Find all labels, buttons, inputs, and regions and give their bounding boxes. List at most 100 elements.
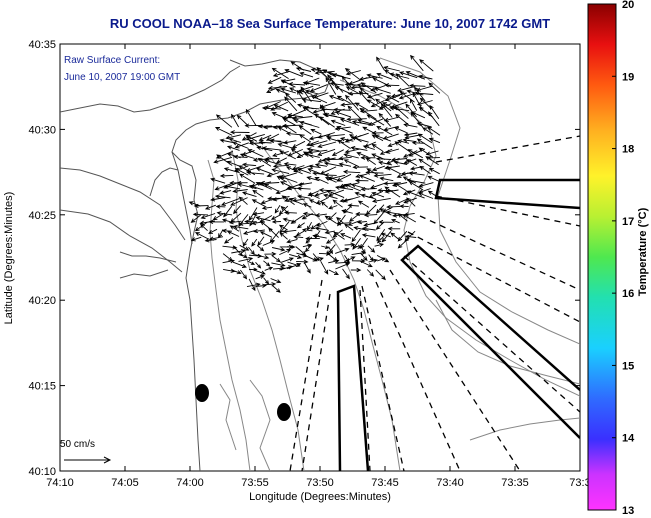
current-vector [418,147,434,158]
current-vector [321,245,330,250]
current-vector [418,74,433,80]
current-vector [395,198,408,205]
current-vector [368,258,378,263]
current-vector [259,181,280,186]
current-vector [314,190,329,197]
current-vector [365,157,376,165]
current-vector [241,162,257,167]
current-vector [429,104,440,120]
current-vector [403,122,418,128]
current-vector [383,65,400,72]
current-vector [405,159,418,166]
y-tick-label: 40:20 [28,295,56,307]
current-vector [325,237,336,244]
current-vector [296,89,306,104]
current-vector [226,160,241,167]
current-vector [275,188,288,195]
current-vector [358,174,375,182]
current-vector [296,167,311,174]
current-vector [270,214,282,220]
current-vector [314,162,328,168]
current-vector [284,96,298,112]
current-vector [334,185,354,191]
current-vector [232,141,249,149]
current-vector [287,113,303,118]
current-vector [317,148,336,156]
current-vector [347,105,362,120]
current-vector [188,201,201,207]
current-vector [200,223,208,232]
current-vector [283,210,297,215]
current-vector [304,89,319,95]
current-vector [237,182,257,190]
current-vector [312,234,327,239]
current-vector [374,242,385,248]
current-vector [281,195,295,205]
current-vector [279,150,297,160]
current-vector [340,233,352,239]
current-vector [233,154,248,159]
current-vector [354,102,368,111]
current-vector [357,220,367,225]
current-vector [301,97,322,103]
current-vector [332,199,343,208]
current-vector [314,213,327,218]
current-vector [336,217,344,224]
current-vector [366,269,375,277]
current-vector [378,219,394,225]
current-vector [248,246,255,256]
current-vector [238,196,248,205]
x-axis-ticks: 74:10 74:05 74:00 73:55 73:50 73:45 73:40 73:35… [46,44,591,489]
colorbar-tick-label: 18 [622,144,634,156]
current-vector [335,247,350,254]
current-vector [309,84,328,93]
current-vector [324,215,337,224]
current-vector [251,199,266,207]
current-vector [238,221,250,226]
current-vector [194,232,209,240]
current-vector [389,106,410,112]
current-vector [360,237,368,249]
current-vector [314,226,329,231]
current-vector [215,204,226,209]
current-vector [427,190,440,199]
current-vector [228,137,241,143]
current-vector [264,251,277,257]
current-vector [255,274,265,280]
current-vector [347,91,369,96]
surface-current-vectors [188,54,441,293]
current-vector [395,73,410,87]
current-vector [418,158,431,168]
current-vector [219,190,232,195]
current-vector [204,238,217,243]
current-vector [428,137,441,144]
current-vector [408,171,425,176]
current-vector [299,71,314,78]
coastline-north [60,65,241,113]
current-vector [280,257,294,264]
current-vector [370,182,386,189]
current-vector [417,133,433,144]
current-vector [359,87,376,101]
current-vector [329,76,344,93]
current-vector [357,200,370,208]
current-vector [390,157,408,162]
current-vector [394,113,409,126]
current-vector [376,126,393,136]
current-vector [403,197,417,204]
current-vector [323,161,343,167]
current-vector [214,194,231,199]
current-vector [303,261,311,274]
current-vector [255,283,267,288]
current-vector [239,253,248,259]
current-vector [406,190,425,199]
current-vector [342,268,350,280]
colorbar-ticks: 20 19 18 17 16 15 14 13 [612,0,635,517]
current-vector [373,173,392,178]
current-vector [229,180,248,186]
current-vector [358,76,375,81]
current-vector [277,142,296,150]
current-vector [265,133,280,141]
current-vector [208,228,218,234]
